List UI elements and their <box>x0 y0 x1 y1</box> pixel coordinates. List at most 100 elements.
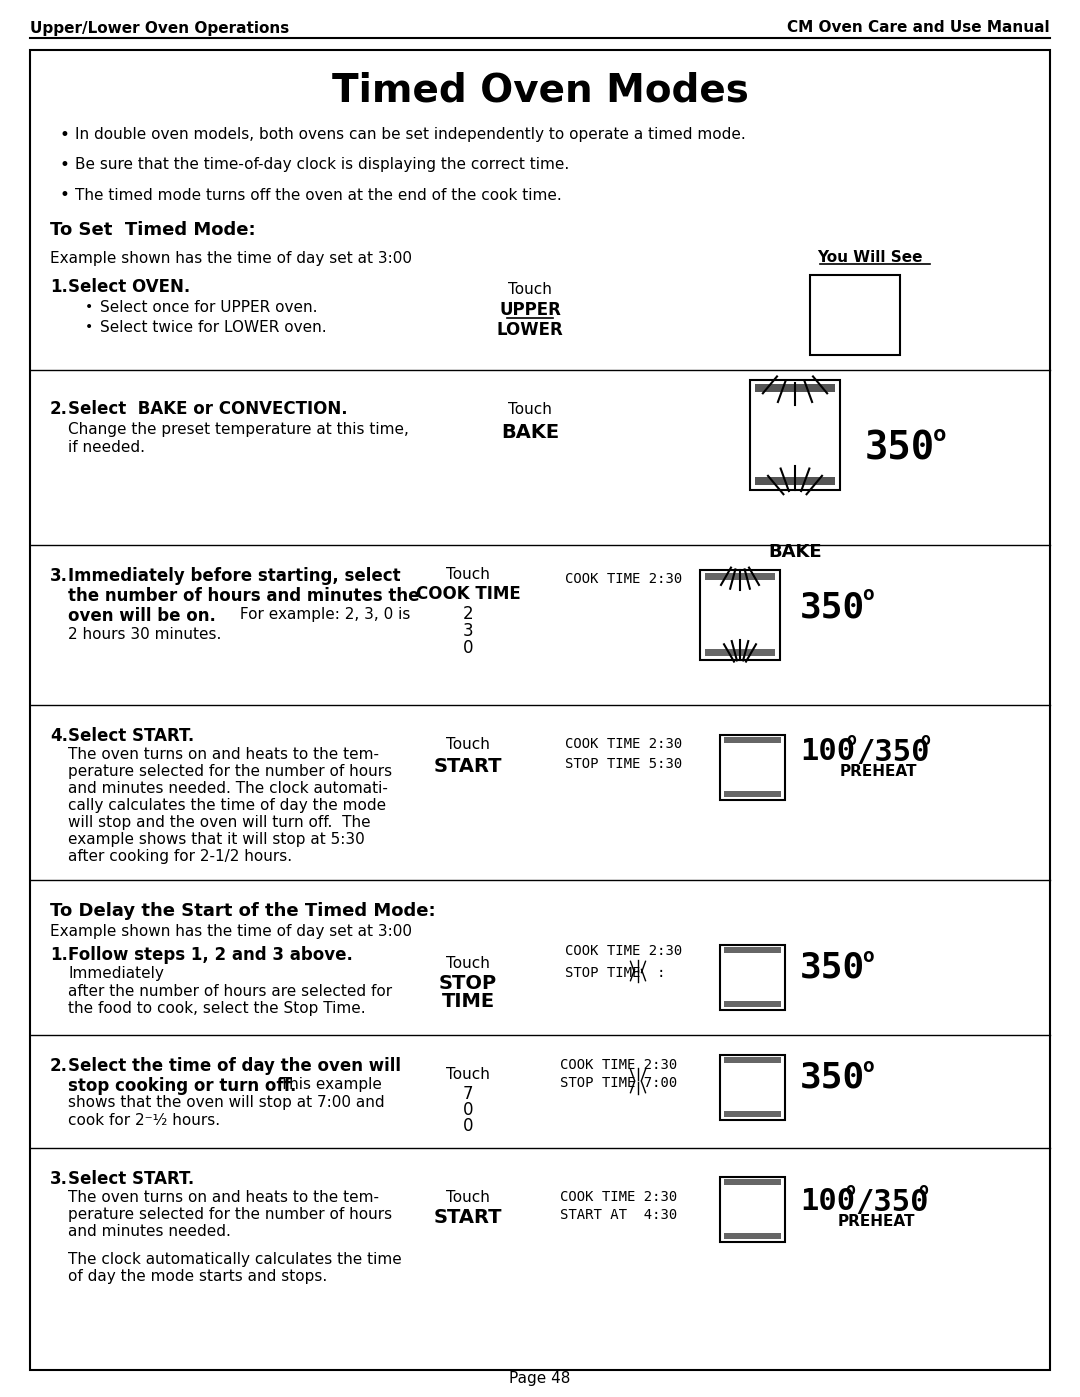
Text: 2 hours 30 minutes.: 2 hours 30 minutes. <box>68 627 221 643</box>
Text: •: • <box>85 320 93 334</box>
Text: 4.: 4. <box>50 726 68 745</box>
Bar <box>810 275 900 355</box>
Text: TIME: TIME <box>442 992 495 1011</box>
Text: 0: 0 <box>462 1118 473 1134</box>
Text: To Set  Timed Mode:: To Set Timed Mode: <box>50 221 256 239</box>
Bar <box>705 650 775 657</box>
Text: 0: 0 <box>462 638 473 657</box>
Text: Select the time of day the oven will: Select the time of day the oven will <box>68 1058 401 1076</box>
Text: stop cooking or turn off.: stop cooking or turn off. <box>68 1077 296 1095</box>
Text: 3.: 3. <box>50 567 68 585</box>
Text: o: o <box>933 425 946 446</box>
Text: CM Oven Care and Use Manual: CM Oven Care and Use Manual <box>787 21 1050 35</box>
Text: after cooking for 2-1/2 hours.: after cooking for 2-1/2 hours. <box>68 849 292 863</box>
Text: o: o <box>862 947 874 965</box>
Bar <box>750 380 840 490</box>
Text: COOK TIME 2:30: COOK TIME 2:30 <box>565 738 683 752</box>
Bar <box>724 791 781 798</box>
Text: Immediately before starting, select: Immediately before starting, select <box>68 567 401 585</box>
Text: Touch: Touch <box>446 567 490 583</box>
Text: Select START.: Select START. <box>68 1171 194 1187</box>
Text: The oven turns on and heats to the tem-: The oven turns on and heats to the tem- <box>68 747 379 761</box>
Text: the food to cook, select the Stop Time.: the food to cook, select the Stop Time. <box>68 1002 366 1016</box>
Text: To Delay the Start of the Timed Mode:: To Delay the Start of the Timed Mode: <box>50 902 435 921</box>
Text: and minutes needed. The clock automati-: and minutes needed. The clock automati- <box>68 781 388 796</box>
Text: o: o <box>862 1056 874 1076</box>
Text: /350: /350 <box>855 1187 929 1217</box>
Text: •: • <box>60 186 70 204</box>
Text: cally calculates the time of day the mode: cally calculates the time of day the mod… <box>68 798 387 813</box>
Text: START: START <box>434 1208 502 1227</box>
Text: Touch: Touch <box>446 956 490 971</box>
Text: For example: 2, 3, 0 is: For example: 2, 3, 0 is <box>235 608 410 622</box>
Text: o: o <box>918 1180 928 1199</box>
Bar <box>700 570 780 659</box>
Text: STOP TIME 5:30: STOP TIME 5:30 <box>565 757 683 771</box>
Text: BAKE: BAKE <box>501 422 559 441</box>
Text: COOK TIME 2:30: COOK TIME 2:30 <box>561 1190 677 1204</box>
Bar <box>755 476 835 485</box>
Bar <box>720 944 785 1010</box>
Text: will stop and the oven will turn off.  The: will stop and the oven will turn off. Th… <box>68 814 370 830</box>
Text: Touch: Touch <box>446 738 490 752</box>
Text: 2: 2 <box>462 605 473 623</box>
Text: Select once for UPPER oven.: Select once for UPPER oven. <box>100 300 318 314</box>
Bar <box>705 573 775 580</box>
Text: PREHEAT: PREHEAT <box>837 1214 915 1229</box>
Text: 3.: 3. <box>50 1171 68 1187</box>
Text: Touch: Touch <box>508 282 552 298</box>
Text: 100: 100 <box>800 738 855 767</box>
Text: Follow steps 1, 2 and 3 above.: Follow steps 1, 2 and 3 above. <box>68 946 353 964</box>
Text: Select START.: Select START. <box>68 726 194 745</box>
Text: Touch: Touch <box>446 1067 490 1083</box>
Text: Select  BAKE or CONVECTION.: Select BAKE or CONVECTION. <box>68 400 348 418</box>
Text: Touch: Touch <box>446 1190 490 1206</box>
Text: Change the preset temperature at this time,: Change the preset temperature at this ti… <box>68 422 409 437</box>
Text: 350: 350 <box>800 1060 865 1095</box>
Text: 1.: 1. <box>50 278 68 296</box>
Text: 0: 0 <box>462 1101 473 1119</box>
Text: •: • <box>60 156 70 175</box>
Text: Select OVEN.: Select OVEN. <box>68 278 190 296</box>
Text: 3: 3 <box>462 622 473 640</box>
Text: The oven turns on and heats to the tem-: The oven turns on and heats to the tem- <box>68 1190 379 1206</box>
Text: COOK TIME 2:30: COOK TIME 2:30 <box>561 1058 677 1071</box>
Text: The clock automatically calculates the time: The clock automatically calculates the t… <box>68 1252 402 1267</box>
Text: In double oven models, both ovens can be set independently to operate a timed mo: In double oven models, both ovens can be… <box>75 127 746 142</box>
Bar <box>724 1002 781 1007</box>
Text: 350: 350 <box>800 590 865 624</box>
Text: Page 48: Page 48 <box>510 1370 570 1386</box>
Bar <box>755 384 835 393</box>
Text: Example shown has the time of day set at 3:00: Example shown has the time of day set at… <box>50 250 411 265</box>
Text: 2.: 2. <box>50 400 68 418</box>
Text: •: • <box>60 126 70 144</box>
Bar <box>720 1178 785 1242</box>
Text: 2.: 2. <box>50 1058 68 1076</box>
Bar <box>720 735 785 800</box>
Text: LOWER: LOWER <box>497 321 564 339</box>
Text: Example shown has the time of day set at 3:00: Example shown has the time of day set at… <box>50 923 411 939</box>
Text: STOP TIME  :: STOP TIME : <box>565 965 665 981</box>
Text: o: o <box>920 731 930 749</box>
Text: after the number of hours are selected for: after the number of hours are selected f… <box>68 983 392 999</box>
Text: of day the mode starts and stops.: of day the mode starts and stops. <box>68 1268 327 1284</box>
Text: example shows that it will stop at 5:30: example shows that it will stop at 5:30 <box>68 833 365 847</box>
Bar <box>724 1234 781 1239</box>
Text: o: o <box>862 585 874 605</box>
Text: shows that the oven will stop at 7:00 and: shows that the oven will stop at 7:00 an… <box>68 1095 384 1111</box>
Text: COOK TIME: COOK TIME <box>416 585 521 604</box>
Bar <box>724 1058 781 1063</box>
Text: COOK TIME 2:30: COOK TIME 2:30 <box>565 571 683 585</box>
Text: Upper/Lower Oven Operations: Upper/Lower Oven Operations <box>30 21 289 35</box>
Text: COOK TIME 2:30: COOK TIME 2:30 <box>565 944 683 958</box>
Text: o: o <box>846 731 856 749</box>
Text: perature selected for the number of hours: perature selected for the number of hour… <box>68 764 392 780</box>
Text: Touch: Touch <box>508 402 552 418</box>
Text: START AT  4:30: START AT 4:30 <box>561 1208 677 1222</box>
Text: oven will be on.: oven will be on. <box>68 608 216 624</box>
Text: This example: This example <box>270 1077 382 1092</box>
Bar <box>724 738 781 743</box>
Text: 100: 100 <box>800 1187 855 1217</box>
Text: PREHEAT: PREHEAT <box>839 764 917 780</box>
Text: o: o <box>845 1180 855 1199</box>
